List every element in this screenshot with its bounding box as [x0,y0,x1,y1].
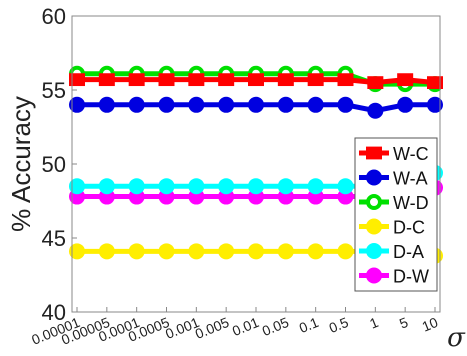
x-tick-label: 0.5 [327,314,351,336]
x-tick-label: 10 [420,314,441,335]
data-point [218,243,235,260]
data-point [98,96,115,113]
legend-swatch-marker [366,194,382,210]
legend-entry-d-a: D-A [359,242,424,262]
x-tick-label: 0.05 [260,314,291,339]
data-point [158,178,175,195]
data-point [397,96,414,113]
data-point [188,73,205,87]
data-point [277,73,294,87]
y-tick-label: 60 [42,4,66,29]
legend-label: W-C [393,144,429,164]
legend-label: W-A [393,169,428,189]
y-axis-label: % Accuracy [6,96,36,232]
x-tick-label: 0.1 [297,314,321,336]
data-point [69,96,85,113]
data-point [98,73,115,87]
data-point [128,96,145,113]
legend-swatch-marker [366,243,382,259]
series-w-c [69,73,443,89]
data-point [188,178,205,195]
data-point [218,96,235,113]
data-point [248,178,264,195]
y-tick-label: 50 [42,152,66,177]
data-point [277,243,294,260]
data-point [98,243,115,260]
data-point [188,96,205,113]
data-point [307,73,324,87]
y-tick-label: 55 [42,78,66,103]
series-w-a [69,96,443,119]
legend-swatch-marker [366,267,382,284]
legend-label: D-C [393,218,425,238]
legend-entry-w-c: W-C [359,144,429,164]
data-point [337,73,354,87]
data-point [307,243,324,260]
data-point [248,73,264,87]
data-point [98,178,115,195]
legend-entry-w-d: W-D [359,193,429,213]
legend-entry-d-c: D-C [359,218,425,238]
data-point [69,178,85,195]
data-point [128,73,145,87]
y-tick-label: 40 [42,300,66,325]
data-point [337,96,354,113]
y-tick-label: 45 [42,226,66,251]
data-point [128,243,145,260]
data-point [397,73,414,87]
data-point [307,96,324,113]
data-point [69,243,85,260]
legend-swatch-marker [366,146,382,160]
data-point [277,96,294,113]
data-point [307,178,324,195]
data-point [427,96,443,113]
x-tick-label: 1 [367,314,380,332]
legend-entry-w-a: W-A [359,169,428,189]
data-point [218,73,235,87]
x-axis-label: σ [447,323,466,353]
data-point [367,76,384,89]
data-point [427,76,443,89]
data-point [277,178,294,195]
data-point [158,73,175,87]
data-point [367,102,384,119]
legend-box [354,137,438,292]
data-point [337,178,354,195]
data-point [158,96,175,113]
legend-swatch-marker [366,169,382,186]
data-point [248,96,264,113]
data-point [248,243,264,260]
data-point [188,243,205,260]
x-tick-label: 5 [397,314,410,332]
data-point [158,243,175,260]
legend-label: D-W [393,267,429,287]
data-point [128,178,145,195]
legend-entry-d-w: D-W [359,267,429,287]
data-point [218,178,235,195]
x-tick-label: 0.005 [193,314,232,342]
x-tick-label: 0.01 [230,314,261,339]
data-point [337,243,354,260]
legend-label: W-D [393,193,429,213]
legend-label: D-A [393,242,424,262]
legend-swatch-marker [366,218,382,235]
data-point [69,73,85,87]
